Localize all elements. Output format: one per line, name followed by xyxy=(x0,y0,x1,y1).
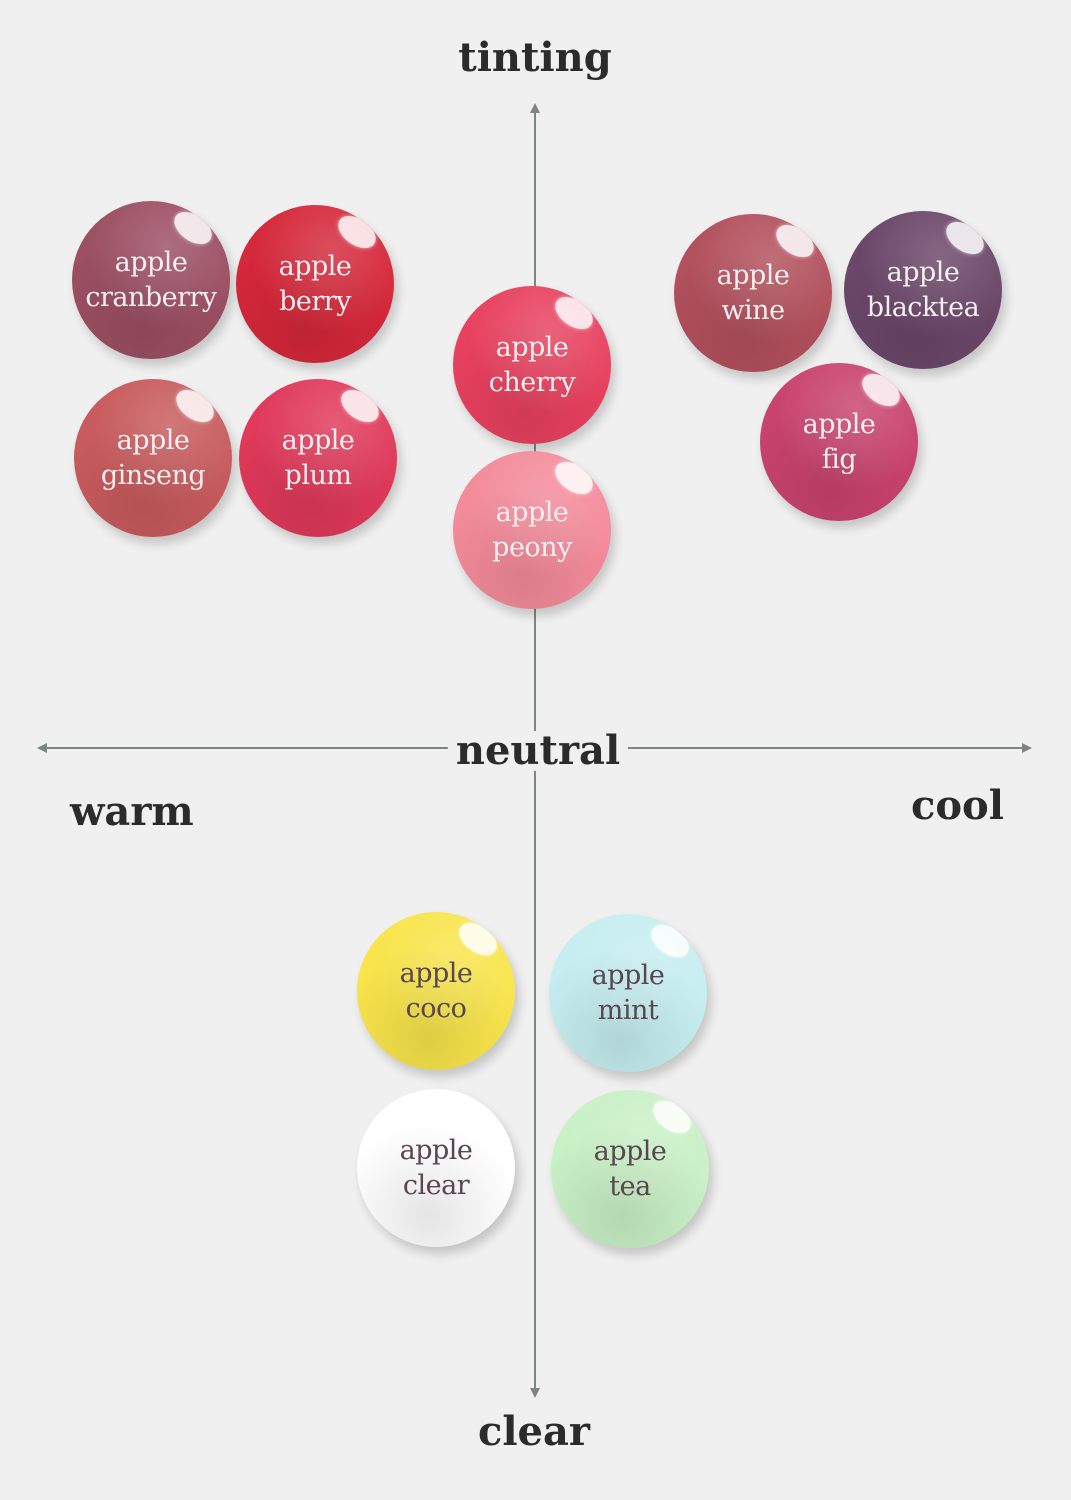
swatch-label-line2: fig xyxy=(821,444,857,475)
swatch-apple-fig: apple fig xyxy=(760,363,918,521)
swatch-label-line1: apple xyxy=(278,251,352,282)
swatch-label-line2: berry xyxy=(279,286,351,317)
swatch-label-line2: plum xyxy=(284,460,352,491)
axis-label-neutral: neutral xyxy=(447,731,629,771)
swatch-label-line1: apple xyxy=(116,425,190,456)
axis-label-clear: clear xyxy=(478,1408,590,1455)
swatch-label-line1: apple xyxy=(886,257,960,288)
axis-label-cool: cool xyxy=(911,782,1004,829)
swatch-apple-ginseng: apple ginseng xyxy=(74,379,232,537)
swatch-label-line1: apple xyxy=(593,1136,667,1167)
swatch-label-line1: apple xyxy=(399,958,473,989)
swatch-apple-coco: apple coco xyxy=(357,912,515,1070)
swatch-apple-cranberry: apple cranberry xyxy=(72,201,230,359)
swatch-label-line1: apple xyxy=(399,1135,473,1166)
swatch-label-line2: mint xyxy=(597,995,659,1026)
swatch-label-line1: apple xyxy=(114,247,188,278)
swatch-label-line2: cranberry xyxy=(85,282,217,313)
swatch-apple-wine: apple wine xyxy=(674,214,832,372)
swatch-apple-berry: apple berry xyxy=(236,205,394,363)
swatch-label-line1: apple xyxy=(495,332,569,363)
swatch-label-line1: apple xyxy=(802,409,876,440)
swatch-label-line1: apple xyxy=(716,260,790,291)
swatch-apple-cherry: apple cherry xyxy=(453,286,611,444)
swatch-apple-mint: apple mint xyxy=(549,914,707,1072)
swatch-apple-clear: apple clear xyxy=(357,1089,515,1247)
axis-label-warm: warm xyxy=(70,788,194,835)
swatch-apple-peony: apple peony xyxy=(453,451,611,609)
axis-label-tinting: tinting xyxy=(458,34,612,81)
swatch-label-line2: cherry xyxy=(488,367,576,398)
swatch-label-line2: wine xyxy=(721,295,785,326)
swatch-apple-tea: apple tea xyxy=(551,1090,709,1248)
swatch-label-line2: tea xyxy=(609,1171,651,1202)
swatch-label-line2: clear xyxy=(402,1170,470,1201)
swatch-label-line2: peony xyxy=(492,532,572,563)
swatch-label-line2: blacktea xyxy=(866,292,980,323)
swatch-apple-blacktea: apple blacktea xyxy=(844,211,1002,369)
swatch-apple-plum: apple plum xyxy=(239,379,397,537)
swatch-label-line1: apple xyxy=(591,960,665,991)
swatch-label-line1: apple xyxy=(495,497,569,528)
swatch-label-line2: ginseng xyxy=(100,460,206,491)
swatch-label-line1: apple xyxy=(281,425,355,456)
swatch-label-line2: coco xyxy=(405,993,467,1024)
